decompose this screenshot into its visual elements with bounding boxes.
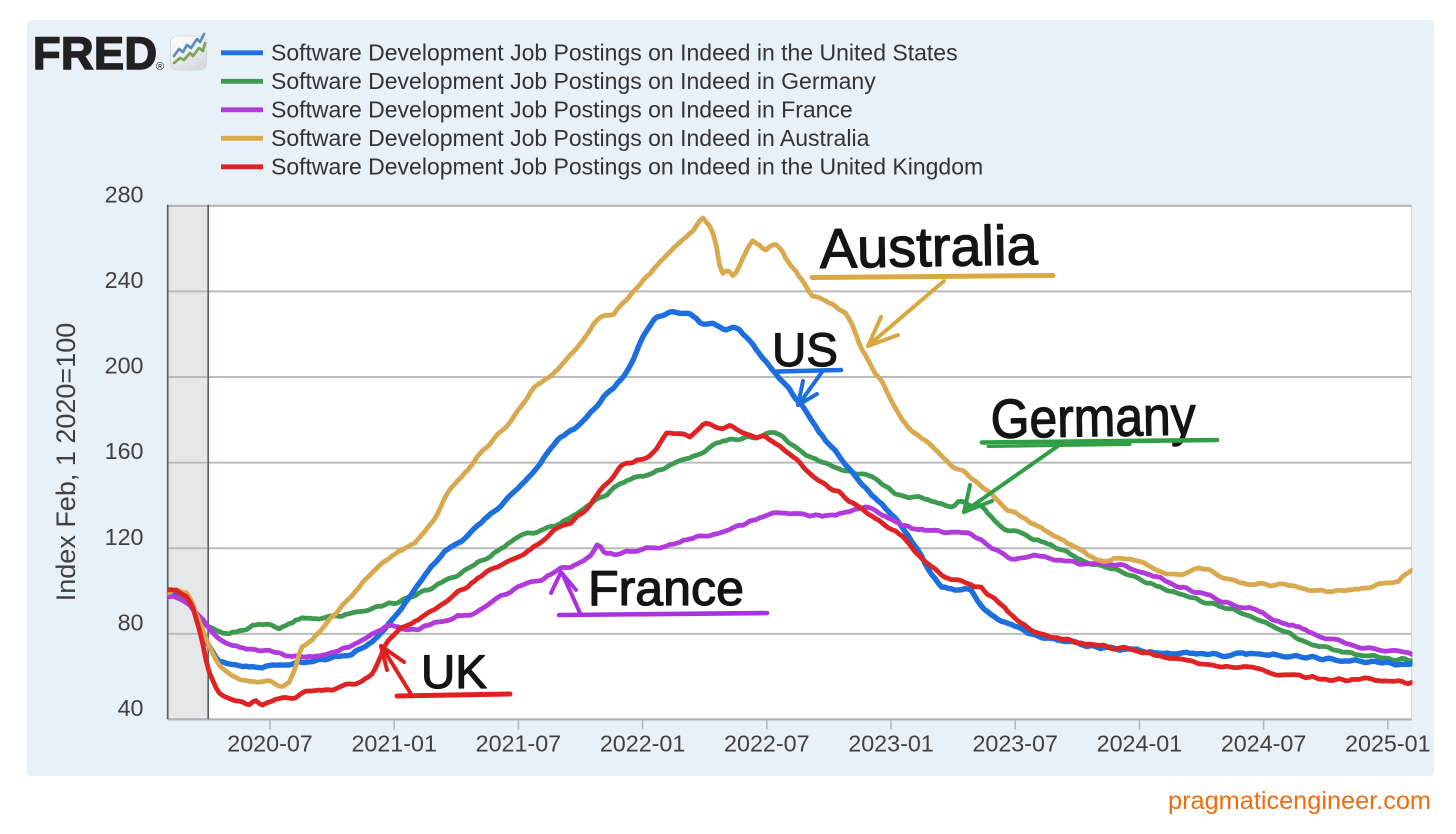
svg-text:2021-01: 2021-01 [351, 731, 437, 757]
svg-text:40: 40 [118, 695, 144, 721]
svg-text:2021-07: 2021-07 [476, 731, 562, 757]
svg-text:200: 200 [105, 353, 144, 379]
svg-text:80: 80 [118, 609, 144, 635]
svg-text:pragmaticengineer.com: pragmaticengineer.com [1168, 787, 1431, 815]
svg-text:Software Development Job Posti: Software Development Job Postings on Ind… [271, 40, 958, 66]
svg-text:160: 160 [105, 438, 144, 464]
svg-text:2024-01: 2024-01 [1097, 731, 1183, 757]
svg-text:US: US [772, 323, 838, 376]
svg-text:Software Development Job Posti: Software Development Job Postings on Ind… [271, 154, 983, 180]
svg-text:2023-07: 2023-07 [972, 731, 1058, 757]
svg-text:UK: UK [421, 645, 487, 698]
svg-text:2020-07: 2020-07 [227, 731, 313, 757]
svg-text:280: 280 [105, 181, 144, 207]
svg-text:2025-01: 2025-01 [1345, 731, 1431, 757]
svg-text:2024-07: 2024-07 [1221, 731, 1307, 757]
svg-text:Software Development Job Posti: Software Development Job Postings on Ind… [271, 125, 870, 151]
svg-text:Software Development Job Posti: Software Development Job Postings on Ind… [271, 68, 876, 94]
svg-text:Software Development Job Posti: Software Development Job Postings on Ind… [271, 97, 853, 123]
svg-text:France: France [588, 562, 744, 616]
svg-text:®: ® [156, 61, 164, 73]
svg-text:Australia: Australia [819, 213, 1039, 280]
svg-text:240: 240 [105, 267, 144, 293]
svg-text:2023-01: 2023-01 [848, 731, 934, 757]
svg-text:2022-01: 2022-01 [600, 731, 686, 757]
svg-text:120: 120 [105, 524, 144, 550]
svg-text:Index Feb, 1 2020=100: Index Feb, 1 2020=100 [51, 323, 81, 601]
svg-text:FRED: FRED [33, 28, 158, 79]
svg-text:2022-07: 2022-07 [724, 731, 810, 757]
